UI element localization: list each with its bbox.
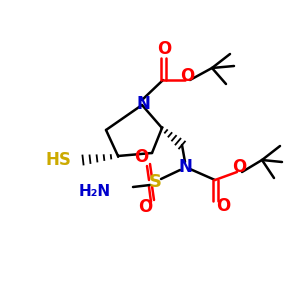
Text: O: O: [232, 158, 246, 176]
Text: N: N: [136, 95, 150, 113]
Text: O: O: [216, 197, 230, 215]
Text: O: O: [157, 40, 171, 58]
Text: S: S: [148, 173, 161, 191]
Text: HS: HS: [45, 151, 71, 169]
Text: N: N: [178, 158, 192, 176]
Text: O: O: [134, 148, 148, 166]
Text: H₂N: H₂N: [79, 184, 111, 200]
Text: O: O: [138, 198, 152, 216]
Text: O: O: [180, 67, 194, 85]
